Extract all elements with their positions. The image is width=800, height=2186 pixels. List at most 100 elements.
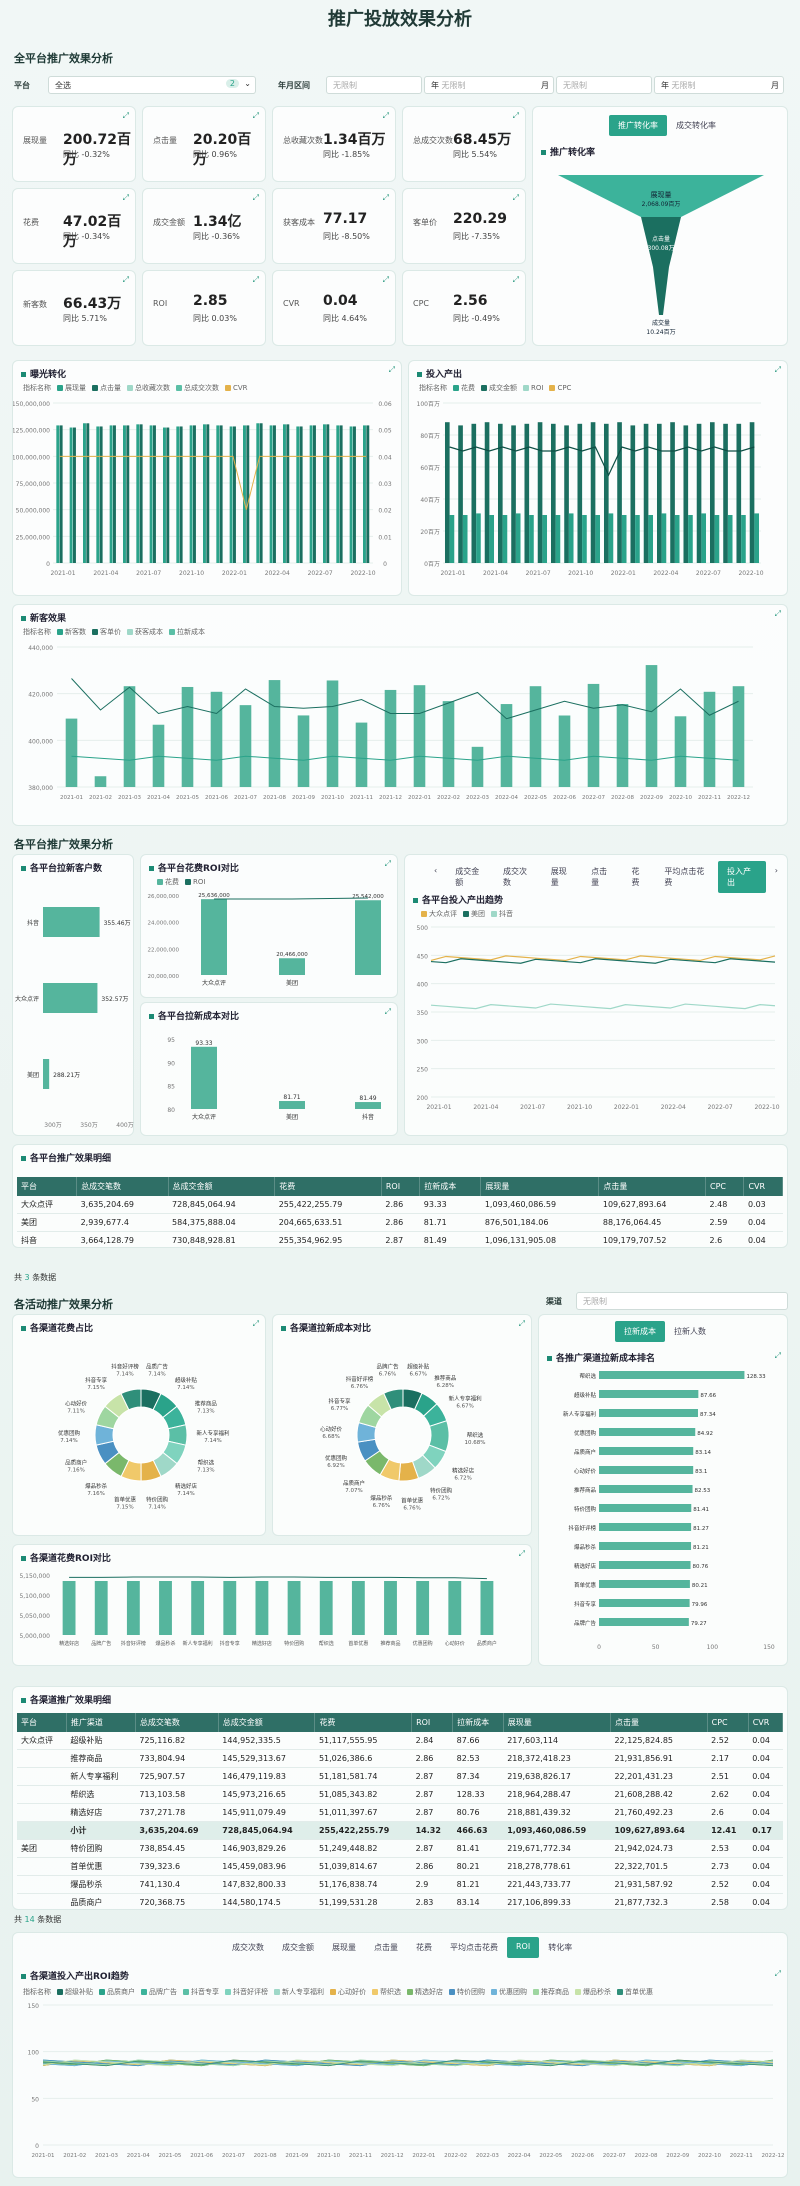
column-header[interactable]: CVR [743,1177,783,1196]
y-tick-label: 420,000 [28,692,53,699]
expand-icon[interactable]: ⤢ [518,1319,525,1328]
slice-label: 超级补贴 [407,1363,430,1371]
column-header[interactable]: CPC [705,1177,745,1196]
expand-icon[interactable]: ⤢ [122,193,129,202]
table-cell: 146,479,119.83 [218,1767,315,1786]
platform-customers-title: 各平台拉新客户数 [21,861,102,874]
bar-impressions [349,426,353,563]
tab-bottom-metric[interactable]: ROI [507,1937,540,1958]
chevron-left-icon[interactable]: ‹ [434,866,438,875]
column-header[interactable]: CPC [707,1713,749,1732]
chevron-right-icon[interactable]: › [774,866,778,875]
column-header[interactable]: 拉新成本 [419,1177,482,1196]
category-label: 抖音 [362,1113,374,1121]
tab-deal-conversion[interactable]: 成交转化率 [676,121,716,130]
start-year-select[interactable]: 年 无限制 月 [424,76,554,94]
table-cell: 51,181,581.74 [314,1767,412,1786]
expand-icon[interactable]: ⤢ [252,275,259,284]
tab-bottom-metric[interactable]: 成交金额 [282,1943,314,1952]
tab-platform-trend[interactable]: 平均点击花费 [664,867,705,887]
expand-icon[interactable]: ⤢ [382,111,389,120]
table-cell: 876,501,184.06 [480,1213,599,1232]
expand-icon[interactable]: ⤢ [382,193,389,202]
newcust-card: 新客效果 ⤢ 指标名称 新客数 客单价 获客成本 拉新成本 440,000 420,000… [12,604,788,826]
expand-icon[interactable]: ⤢ [774,1351,781,1360]
bar-spend [449,515,455,563]
tab-bottom-metric[interactable]: 花费 [416,1943,432,1952]
expand-icon[interactable]: ⤢ [122,111,129,120]
column-header[interactable]: 总成交金额 [168,1177,276,1196]
tab-platform-trend[interactable]: 花费 [631,867,640,887]
expand-icon[interactable]: ⤢ [384,859,391,868]
bar-clicks [153,425,156,563]
x-tick-label: 2021-06 [190,2153,213,2159]
channel-select[interactable]: 无限制 [576,1292,788,1310]
table-cell: 0.04 [748,1893,783,1909]
table-cell: 大众点评 [17,1732,67,1750]
kpi-yoy-value: -7.35% [471,232,500,241]
table-cell: 83.14 [452,1893,504,1909]
channel-table-title: 各渠道推广效果明细 [21,1693,111,1706]
start-date-input[interactable]: 无限制 [326,76,422,94]
column-header[interactable]: ROI [381,1177,421,1196]
tab-platform-trend[interactable]: 展现量 [550,867,567,887]
column-header[interactable]: 点击量 [610,1713,708,1732]
expand-icon[interactable]: ⤢ [252,193,259,202]
end-date-input[interactable]: 无限制 [556,76,652,94]
expand-icon[interactable]: ⤢ [252,1319,259,1328]
tab-platform-trend[interactable]: 点击量 [591,867,608,887]
bar-clicks [193,425,196,563]
expand-icon[interactable]: ⤢ [382,275,389,284]
column-header[interactable]: 总成交笔数 [135,1713,219,1732]
y-tick-label: 0百万 [424,561,440,568]
expand-icon[interactable]: ⤢ [774,365,781,374]
category-label: 推荐商品 [574,1486,597,1494]
expand-icon[interactable]: ⤢ [512,275,519,284]
column-header[interactable]: 花费 [274,1177,382,1196]
bar-channel-spend [126,1581,140,1635]
column-header[interactable]: 平台 [17,1177,78,1196]
column-header[interactable]: 展现量 [503,1713,611,1732]
tab-new-cost[interactable]: 拉新成本 [615,1321,665,1342]
column-header[interactable]: 拉新成本 [452,1713,504,1732]
column-header[interactable]: ROI [411,1713,454,1732]
tab-promo-conversion[interactable]: 推广转化率 [609,115,667,136]
bar-impressions [296,426,300,563]
expand-icon[interactable]: ⤢ [774,1969,781,1978]
tab-bottom-metric[interactable]: 成交次数 [232,1943,264,1952]
column-header[interactable]: 花费 [314,1713,413,1732]
expand-icon[interactable]: ⤢ [512,111,519,120]
column-header[interactable]: 平台 [17,1713,67,1732]
expand-icon[interactable]: ⤢ [252,111,259,120]
tab-bottom-metric[interactable]: 点击量 [374,1943,398,1952]
bar-channel-cost [599,1580,690,1588]
end-year-select[interactable]: 年 无限制 月 [654,76,784,94]
funnel-stage-3 [653,267,669,315]
column-header[interactable]: 推广渠道 [66,1713,136,1732]
legend-swatch [449,1989,455,1995]
expand-icon[interactable]: ⤢ [774,609,781,618]
tab-bottom-metric[interactable]: 展现量 [332,1943,356,1952]
expand-icon[interactable]: ⤢ [518,1549,525,1558]
tab-new-count[interactable]: 拉新人数 [674,1327,706,1336]
tab-bottom-metric[interactable]: 平均点击花费 [450,1943,498,1952]
column-header[interactable]: 总成交金额 [218,1713,316,1732]
table-cell: 1,093,460,086.59 [503,1821,611,1840]
column-header[interactable]: 总成交笔数 [76,1177,169,1196]
tab-platform-trend[interactable]: 投入产出 [718,861,766,893]
column-header[interactable]: 点击量 [598,1177,707,1196]
table-cell: 2.51 [707,1767,749,1786]
expand-icon[interactable]: ⤢ [388,365,395,374]
platform-select[interactable]: 全选 2 ⌄ [48,76,256,94]
table-row: 品质商户 720,368.75 144,580,174.5 51,199,531.28… [17,1893,783,1909]
expand-icon[interactable]: ⤢ [122,275,129,284]
expand-icon[interactable]: ⤢ [512,193,519,202]
tab-platform-trend[interactable]: 成交金额 [455,867,480,887]
legend-item: 拉新成本 [177,628,205,636]
tab-platform-trend[interactable]: 成交次数 [502,867,527,887]
column-header[interactable]: CVR [748,1713,784,1732]
tab-bottom-metric[interactable]: 转化率 [548,1943,573,1952]
column-header[interactable]: 展现量 [480,1177,600,1196]
channel-roi-line [42,2059,774,2067]
expand-icon[interactable]: ⤢ [384,1007,391,1016]
